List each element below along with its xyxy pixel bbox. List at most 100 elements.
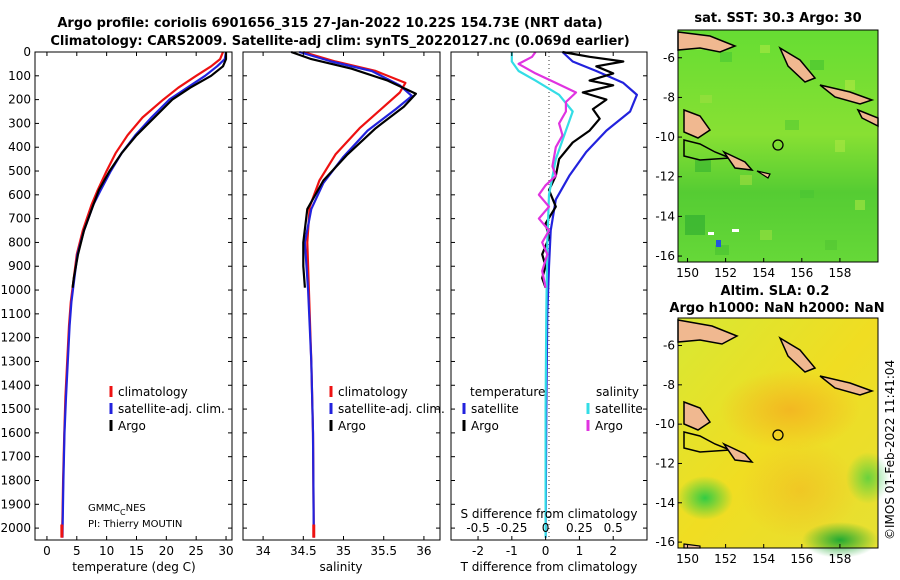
sst-map-title: sat. SST: 30.3 Argo: 30 (694, 11, 861, 26)
sla-profile-marker (772, 429, 784, 441)
map-y-tick-label: -16 (655, 249, 675, 263)
sst-map: sat. SST: 30.3 Argo: 30 150 152 154 (655, 11, 879, 280)
x-tick-label: 0 (43, 544, 51, 558)
map-y-tick-label: -8 (663, 90, 675, 104)
map-x-tick-label: 150 (676, 266, 699, 280)
sla-cool-anomaly (802, 522, 878, 558)
legend-label-temp-argo: Argo (471, 419, 499, 433)
map-x-tick-label: 154 (752, 552, 775, 566)
depth-tick-label: 1700 (0, 450, 31, 464)
depth-tick-label: 1400 (0, 378, 31, 392)
sst-map-frame (677, 29, 879, 263)
x-tick-label: 25 (189, 544, 204, 558)
secondary-tick-label: -0.25 (496, 521, 527, 535)
secondary-tick-label: -0.5 (466, 521, 489, 535)
sla-cool-anomaly (677, 476, 733, 520)
legend-label-climatology: climatology (338, 385, 408, 399)
map-x-tick-label: 156 (790, 552, 813, 566)
map-y-tick-label: -6 (663, 51, 675, 65)
series-climatology (302, 50, 407, 538)
annotation-subscript: C (120, 508, 126, 517)
depth-tick-label: 400 (8, 140, 31, 154)
temperature-axes-box (34, 51, 233, 541)
depth-tick-label: 300 (8, 116, 31, 130)
secondary-tick-label: 0.5 (604, 521, 623, 535)
salinity-panel: 34 34.5 35 35.5 36 salinity climatology sate… (242, 50, 445, 574)
salinity-series (290, 50, 417, 538)
sst-profile-marker (772, 139, 784, 151)
series-satellite-adj-clim- (298, 50, 413, 538)
sst-missing-data (732, 229, 739, 232)
x-tick-label: 34 (255, 544, 270, 558)
difference-series (510, 50, 639, 538)
figure-title-line1: Argo profile: coriolis 6901656_315 27-Ja… (57, 16, 602, 31)
x-tick-label: 15 (129, 544, 144, 558)
depth-tick-label: 200 (8, 93, 31, 107)
legend-heading-salinity: salinity (596, 385, 639, 399)
sla-map-title-line1: Altim. SLA: 0.2 (721, 284, 830, 299)
difference-x-label: T difference from climatology (460, 560, 638, 574)
map-y-tick-label: -10 (655, 417, 675, 431)
x-tick-label: 5 (73, 544, 81, 558)
depth-tick-label: 1600 (0, 426, 31, 440)
x-tick-label: 1 (576, 544, 584, 558)
figure-title-line2: Climatology: CARS2009. Satellite-adj cli… (50, 34, 629, 49)
annotation-gmmc: GMMC (88, 503, 120, 514)
depth-tick-label: 800 (8, 235, 31, 249)
sla-map-frame (677, 317, 879, 549)
temperature-series (60, 51, 228, 538)
depth-tick-label: 500 (8, 164, 31, 178)
sla-map: Altim. SLA: 0.2 Argo h1000: NaN h2000: N… (655, 284, 890, 566)
depth-tick-label: 900 (8, 259, 31, 273)
depth-tick-label: 1200 (0, 331, 31, 345)
map-y-tick-label: -12 (655, 170, 675, 184)
depth-tick-label: 100 (8, 69, 31, 83)
legend-label-argo: Argo (118, 419, 146, 433)
x-tick-label: 0 (542, 544, 550, 558)
x-tick-label: 35 (336, 544, 351, 558)
depth-tick-label: 1800 (0, 473, 31, 487)
svg-text:GMMCCNES: GMMCCNES (88, 503, 146, 517)
difference-x-ticks: -2 -1 0 1 2 (451, 51, 647, 558)
map-x-tick-label: 152 (714, 552, 737, 566)
temperature-x-ticks: 0 5 10 15 20 25 30 (35, 51, 234, 558)
depth-tick-label: 2000 (0, 521, 31, 535)
map-y-tick-label: -8 (663, 378, 675, 392)
legend-heading-temperature: temperature (470, 385, 545, 399)
secondary-tick-label: 0 (542, 521, 550, 535)
sst-texture (685, 40, 865, 255)
sst-map-ticks: 150 152 154 156 158 -6 -8 -10 -12 -14 -16 (655, 51, 851, 280)
secondary-tick-label: 0.25 (566, 521, 593, 535)
legend-label-sal-satellite: satellite (595, 402, 643, 416)
temperature-x-label: temperature (deg C) (72, 560, 195, 574)
sst-missing-data (708, 232, 714, 235)
legend-label-satellite: satellite-adj. clim. (338, 402, 445, 416)
depth-tick-label: 1100 (0, 307, 31, 321)
series-salinity-argo (517, 51, 578, 288)
map-y-tick-label: -12 (655, 456, 675, 470)
x-tick-label: 36 (416, 544, 431, 558)
x-tick-label: 30 (218, 544, 233, 558)
temperature-legend: climatology satellite-adj. clim. Argo (109, 385, 225, 433)
depth-tick-label: 1300 (0, 354, 31, 368)
series-salinity-satellite (510, 52, 574, 538)
salinity-axes-box (242, 51, 441, 541)
depth-axis-labels: 0 100 200 300 400 500 600 700 800 900 1000 1100 1200… (0, 45, 31, 535)
depth-tick-label: 700 (8, 212, 31, 226)
sla-cool-anomaly (846, 452, 890, 504)
series-argo (290, 50, 417, 288)
depth-tick-label: 0 (23, 45, 31, 59)
map-x-tick-label: 158 (828, 552, 851, 566)
map-x-tick-label: 154 (752, 266, 775, 280)
difference-legend: temperature satellite Argo salinity sate… (462, 385, 643, 433)
map-y-tick-label: -10 (655, 130, 675, 144)
sla-map-ticks: 150 152 154 156 158 -6 -8 -10 -12 -14 -16 (655, 339, 851, 566)
series-argo (71, 52, 228, 288)
map-x-tick-label: 158 (828, 266, 851, 280)
imos-credit: ©IMOS 01-Feb-2022 11:41:04 (883, 360, 897, 540)
sla-map-title-line2: Argo h1000: NaN h2000: NaN (669, 301, 884, 316)
legend-label-climatology: climatology (118, 385, 188, 399)
series-climatology (60, 51, 225, 538)
map-x-tick-label: 156 (790, 266, 813, 280)
depth-tick-label: 1000 (0, 283, 31, 297)
